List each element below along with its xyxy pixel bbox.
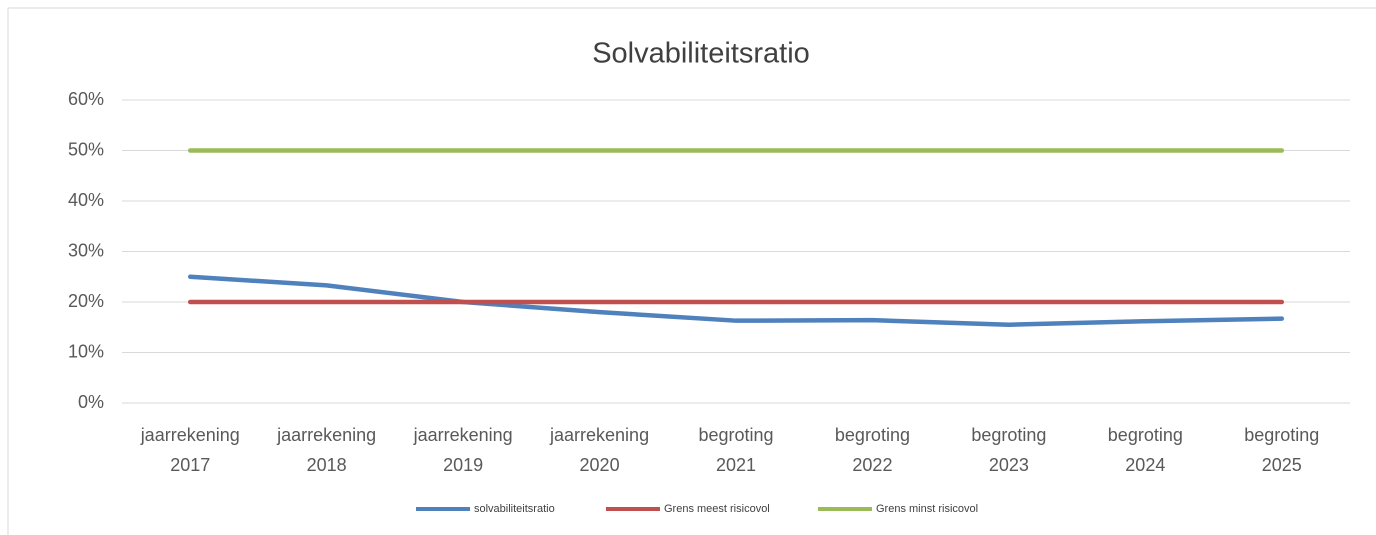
y-tick-label: 10%	[68, 341, 104, 361]
x-tick-label: begroting 2021	[698, 425, 773, 475]
x-tick-label: jaarrekening 2020	[549, 425, 649, 475]
x-tick-label: begroting 2025	[1244, 425, 1319, 475]
x-tick-label: begroting 2024	[1108, 425, 1183, 475]
legend-label: solvabiliteitsratio	[474, 503, 555, 515]
x-tick-label: begroting 2022	[835, 425, 910, 475]
y-tick-label: 20%	[68, 291, 104, 311]
legend-label: Grens minst risicovol	[876, 503, 978, 515]
y-tick-label: 30%	[68, 240, 104, 260]
x-tick-label: jaarrekening 2017	[140, 425, 240, 475]
series-line	[187, 274, 1285, 327]
chart-title: Solvabiliteitsratio	[592, 38, 810, 70]
legend-label: Grens meest risicovol	[664, 503, 770, 515]
y-tick-label: 60%	[68, 89, 104, 109]
x-tick-label: begroting 2023	[971, 425, 1046, 475]
y-tick-label: 40%	[68, 190, 104, 210]
x-tick-label: jaarrekening 2018	[276, 425, 376, 475]
x-tick-label: jaarrekening 2019	[413, 425, 513, 475]
y-tick-label: 50%	[68, 139, 104, 159]
y-tick-label: 0%	[78, 392, 104, 412]
